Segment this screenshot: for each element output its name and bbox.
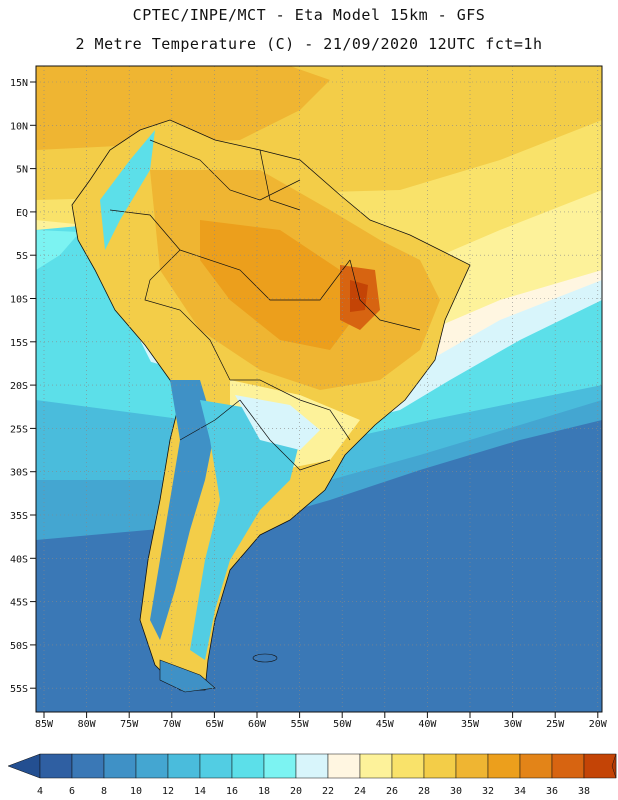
- legend-swatch: [487, 753, 521, 779]
- falkland-islands: [252, 653, 278, 663]
- lon-label-20w: 20W: [589, 719, 608, 730]
- lat-label-30s: 30S: [10, 468, 28, 479]
- legend-value: 30: [450, 786, 462, 797]
- legend-value: 28: [418, 786, 430, 797]
- lat-label-15s: 15S: [10, 338, 28, 349]
- andes-north-cold: [100, 130, 155, 250]
- legend-swatch: [295, 753, 329, 779]
- country-borders: [109, 139, 421, 471]
- legend-swatch: [327, 753, 361, 779]
- lon-label-55w: 55W: [291, 719, 310, 730]
- lat-label-35s: 35S: [10, 511, 28, 522]
- lon-label-30w: 30W: [504, 719, 523, 730]
- legend-swatch: [71, 753, 105, 779]
- lon-label-75w: 75W: [120, 719, 139, 730]
- patagonia-cool: [190, 400, 300, 660]
- map-frame: [35, 65, 603, 713]
- lon-label-80w: 80W: [78, 719, 97, 730]
- legend-value: 4: [37, 786, 43, 797]
- legend-high-arrow: [611, 753, 617, 779]
- lat-label-55s: 55S: [10, 684, 28, 695]
- legend-swatch: [231, 753, 265, 779]
- longitude-labels: 85W 80W 75W 70W 65W 60W 55W 50W 45W 40W 35W 30W 25W 2…: [35, 712, 608, 730]
- andes-south-cold: [150, 380, 215, 640]
- legend-swatch: [199, 753, 233, 779]
- legend-swatch: [103, 753, 137, 779]
- lat-label-10s: 10S: [10, 295, 28, 306]
- lon-label-65w: 65W: [205, 719, 224, 730]
- lon-label-70w: 70W: [163, 719, 182, 730]
- lon-label-50w: 50W: [333, 719, 352, 730]
- legend-value: 6: [69, 786, 75, 797]
- pampas-mild: [235, 395, 320, 450]
- pacific-cool-patch: [36, 230, 80, 270]
- legend-value: 16: [226, 786, 238, 797]
- lat-label-eq: EQ: [16, 208, 28, 219]
- legend-value: 26: [386, 786, 398, 797]
- legend-value: 12: [162, 786, 174, 797]
- legend-swatch: [167, 753, 201, 779]
- legend-swatch: [391, 753, 425, 779]
- lon-label-45w: 45W: [376, 719, 395, 730]
- legend-value: 8: [101, 786, 107, 797]
- lat-label-5n: 5N: [16, 165, 28, 176]
- legend-value: 20: [290, 786, 302, 797]
- tierra-del-fuego: [159, 659, 216, 693]
- lon-label-35w: 35W: [461, 719, 480, 730]
- lat-label-10n: 10N: [10, 121, 28, 132]
- legend-value: 38: [578, 786, 590, 797]
- legend-value: 22: [322, 786, 334, 797]
- pacific-cold-tongue: [36, 225, 160, 390]
- lon-label-85w: 85W: [35, 719, 54, 730]
- legend-swatch: [423, 753, 457, 779]
- color-legend: 4 6 8 10 12 14 16 18 20 22 24 26 28 30 32 34 36 38: [7, 753, 617, 797]
- latitude-labels: 15N 10N 5N EQ 5S 10S 15S 20S 25S 30S 35S 40S 45S 50S 5…: [10, 78, 36, 695]
- lon-label-25w: 25W: [546, 719, 565, 730]
- lat-label-50s: 50S: [10, 641, 28, 652]
- map-field: [36, 66, 602, 712]
- legend-swatch: [583, 753, 617, 779]
- legend-swatch: [455, 753, 489, 779]
- legend-value: 32: [482, 786, 494, 797]
- lat-label-5s: 5S: [16, 251, 28, 262]
- lat-label-20s: 20S: [10, 381, 28, 392]
- legend-value: 34: [514, 786, 526, 797]
- legend-swatch: [135, 753, 169, 779]
- lat-label-25s: 25S: [10, 424, 28, 435]
- map-title-line-2: 2 Metre Temperature (C) - 21/09/2020 12U…: [75, 35, 543, 53]
- legend-value: 14: [194, 786, 206, 797]
- lon-label-60w: 60W: [248, 719, 267, 730]
- lon-label-40w: 40W: [418, 719, 437, 730]
- legend-value: 10: [130, 786, 142, 797]
- legend-value: 18: [258, 786, 270, 797]
- ocean-band-30: [36, 66, 330, 150]
- lat-label-15n: 15N: [10, 78, 28, 89]
- legend-swatch: [39, 753, 73, 779]
- legend-value: 36: [546, 786, 558, 797]
- legend-value: 24: [354, 786, 366, 797]
- land-patch-32: [200, 220, 360, 350]
- legend-swatch: [551, 753, 585, 779]
- map-title-line-1: CPTEC/INPE/MCT - Eta Model 15km - GFS: [132, 6, 486, 24]
- lat-label-45s: 45S: [10, 598, 28, 609]
- lat-label-40s: 40S: [10, 554, 28, 565]
- legend-swatch: [263, 753, 297, 779]
- legend-swatch: [359, 753, 393, 779]
- legend-low-arrow: [7, 753, 41, 779]
- legend-swatch: [519, 753, 553, 779]
